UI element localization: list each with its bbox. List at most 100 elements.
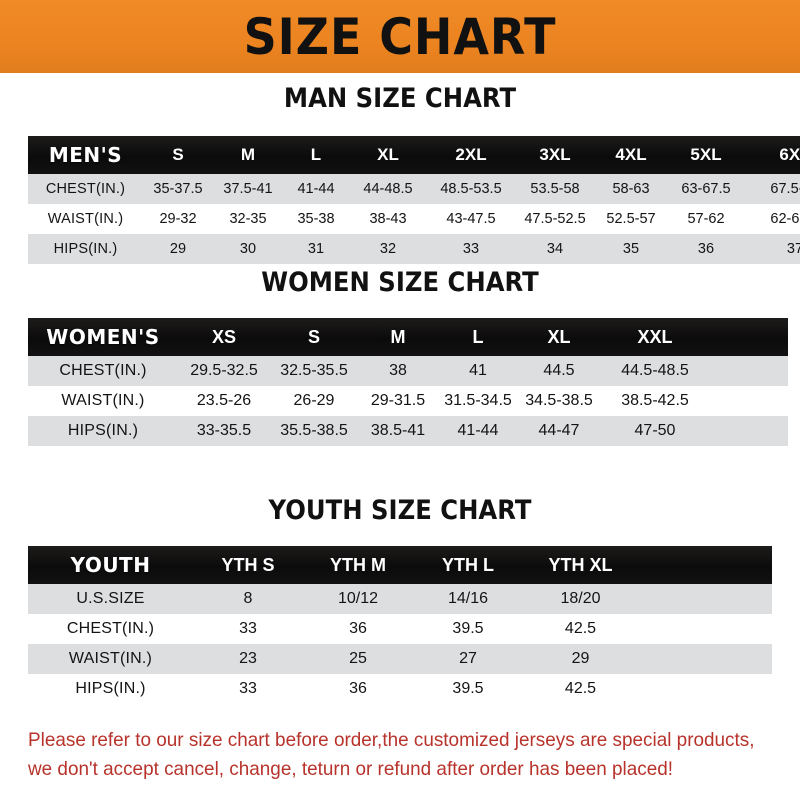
youth-size-header <box>638 546 772 584</box>
youth-measurement-cell: 18/20 <box>523 584 638 614</box>
youth-row-label: WAIST(IN.) <box>28 644 193 674</box>
table-row: HIPS(IN.) 29 30 31 32 33 34 35 36 37 <box>28 234 800 264</box>
banner-title: SIZE CHART <box>243 7 557 66</box>
men-measurement-cell: 67.5-72 <box>745 174 800 204</box>
men-measurement-cell: 62-66.5 <box>745 204 800 234</box>
men-measurement-cell: 35 <box>595 234 667 264</box>
youth-measurement-cell: 23 <box>193 644 303 674</box>
men-measurement-cell: 32 <box>349 234 427 264</box>
women-measurement-cell: 32.5-35.5 <box>270 356 358 386</box>
men-measurement-cell: 63-67.5 <box>667 174 745 204</box>
men-measurement-cell: 29 <box>143 234 213 264</box>
men-measurement-cell: 34 <box>515 234 595 264</box>
youth-measurement-cell: 39.5 <box>413 674 523 704</box>
women-measurement-cell: 41 <box>438 356 518 386</box>
youth-row-key-header: YOUTH <box>70 553 151 577</box>
women-size-table: WOMEN'S XS S M L XL XXL CHEST(IN.) 29.5-32.5 32.… <box>28 318 788 446</box>
men-measurement-cell: 30 <box>213 234 283 264</box>
women-row-label: CHEST(IN.) <box>28 356 178 386</box>
women-measurement-cell <box>710 416 788 446</box>
men-measurement-cell: 29-32 <box>143 204 213 234</box>
table-row: CHEST(IN.) 29.5-32.5 32.5-35.5 38 41 44.5 44.5… <box>28 356 788 386</box>
men-measurement-cell: 38-43 <box>349 204 427 234</box>
men-size-header: S <box>172 145 184 164</box>
men-size-header: 4XL <box>615 145 647 164</box>
youth-measurement-cell <box>638 644 772 674</box>
men-size-header: 2XL <box>455 145 487 164</box>
women-measurement-cell: 44.5-48.5 <box>600 356 710 386</box>
table-row: HIPS(IN.) 33 36 39.5 42.5 <box>28 674 772 704</box>
youth-section-title: YOUTH SIZE CHART <box>268 495 532 526</box>
youth-size-header: YTH S <box>221 554 275 575</box>
women-row-label: HIPS(IN.) <box>28 416 178 446</box>
youth-measurement-cell: 33 <box>193 614 303 644</box>
youth-size-header: YTH M <box>330 554 386 575</box>
men-measurement-cell: 53.5-58 <box>515 174 595 204</box>
women-measurement-cell <box>710 356 788 386</box>
men-size-header: XL <box>377 145 399 164</box>
men-measurement-cell: 33 <box>427 234 515 264</box>
table-row: CHEST(IN.) 35-37.5 37.5-41 41-44 44-48.5 48.5… <box>28 174 800 204</box>
footer-note-line-2: we don't accept cancel, change, teturn o… <box>28 758 674 780</box>
women-measurement-cell: 38 <box>358 356 438 386</box>
youth-measurement-cell <box>638 674 772 704</box>
women-size-header: S <box>307 326 320 347</box>
men-row-label: WAIST(IN.) <box>28 204 143 234</box>
men-size-header: M <box>240 145 256 164</box>
table-row: WAIST(IN.) 23.5-26 26-29 29-31.5 31.5-34.5 34… <box>28 386 788 416</box>
youth-measurement-cell: 29 <box>523 644 638 674</box>
women-measurement-cell: 29.5-32.5 <box>178 356 270 386</box>
men-size-header: L <box>310 145 322 164</box>
men-measurement-cell: 52.5-57 <box>595 204 667 234</box>
women-size-header: XL <box>547 326 571 347</box>
women-size-header: XS <box>211 326 236 347</box>
women-measurement-cell: 34.5-38.5 <box>518 386 600 416</box>
men-section-title: MAN SIZE CHART <box>283 83 517 114</box>
youth-measurement-cell: 14/16 <box>413 584 523 614</box>
women-measurement-cell: 47-50 <box>600 416 710 446</box>
women-measurement-cell: 33-35.5 <box>178 416 270 446</box>
women-row-key-header: WOMEN'S <box>46 325 160 349</box>
youth-measurement-cell <box>638 584 772 614</box>
youth-size-table: YOUTH YTH S YTH M YTH L YTH XL U.S.SIZE 8 10/1… <box>28 546 772 704</box>
youth-row-label: HIPS(IN.) <box>28 674 193 704</box>
men-size-header: 5XL <box>690 145 722 164</box>
women-header-row: WOMEN'S XS S M L XL XXL <box>28 318 788 356</box>
men-measurement-cell: 47.5-52.5 <box>515 204 595 234</box>
youth-measurement-cell: 42.5 <box>523 674 638 704</box>
youth-header-row: YOUTH YTH S YTH M YTH L YTH XL <box>28 546 772 584</box>
women-measurement-cell: 38.5-41 <box>358 416 438 446</box>
women-table-body: CHEST(IN.) 29.5-32.5 32.5-35.5 38 41 44.5 44.5… <box>28 356 788 446</box>
men-size-header: 3XL <box>539 145 571 164</box>
table-row: WAIST(IN.) 29-32 32-35 35-38 38-43 43-47.5 47.… <box>28 204 800 234</box>
table-row: U.S.SIZE 8 10/12 14/16 18/20 <box>28 584 772 614</box>
men-row-label: HIPS(IN.) <box>28 234 143 264</box>
youth-size-header: YTH L <box>442 554 494 575</box>
men-measurement-cell: 43-47.5 <box>427 204 515 234</box>
men-measurement-cell: 37 <box>745 234 800 264</box>
women-measurement-cell: 41-44 <box>438 416 518 446</box>
women-measurement-cell: 35.5-38.5 <box>270 416 358 446</box>
youth-measurement-cell: 42.5 <box>523 614 638 644</box>
women-measurement-cell: 44.5 <box>518 356 600 386</box>
men-row-key-header: MEN'S <box>48 143 123 167</box>
women-measurement-cell <box>710 386 788 416</box>
men-measurement-cell: 37.5-41 <box>213 174 283 204</box>
youth-measurement-cell: 39.5 <box>413 614 523 644</box>
men-measurement-cell: 58-63 <box>595 174 667 204</box>
women-row-label: WAIST(IN.) <box>28 386 178 416</box>
women-measurement-cell: 26-29 <box>270 386 358 416</box>
youth-measurement-cell: 25 <box>303 644 413 674</box>
men-header-row: MEN'S S M L XL 2XL 3XL 4XL 5XL 6XL <box>28 136 800 174</box>
youth-measurement-cell: 10/12 <box>303 584 413 614</box>
men-measurement-cell: 41-44 <box>283 174 349 204</box>
men-measurement-cell: 35-37.5 <box>143 174 213 204</box>
men-table-body: CHEST(IN.) 35-37.5 37.5-41 41-44 44-48.5 48.5… <box>28 174 800 264</box>
women-measurement-cell: 38.5-42.5 <box>600 386 710 416</box>
youth-measurement-cell: 27 <box>413 644 523 674</box>
youth-row-label: CHEST(IN.) <box>28 614 193 644</box>
women-section-title: WOMEN SIZE CHART <box>261 267 539 298</box>
women-size-header: L <box>472 326 484 347</box>
men-measurement-cell: 48.5-53.5 <box>427 174 515 204</box>
